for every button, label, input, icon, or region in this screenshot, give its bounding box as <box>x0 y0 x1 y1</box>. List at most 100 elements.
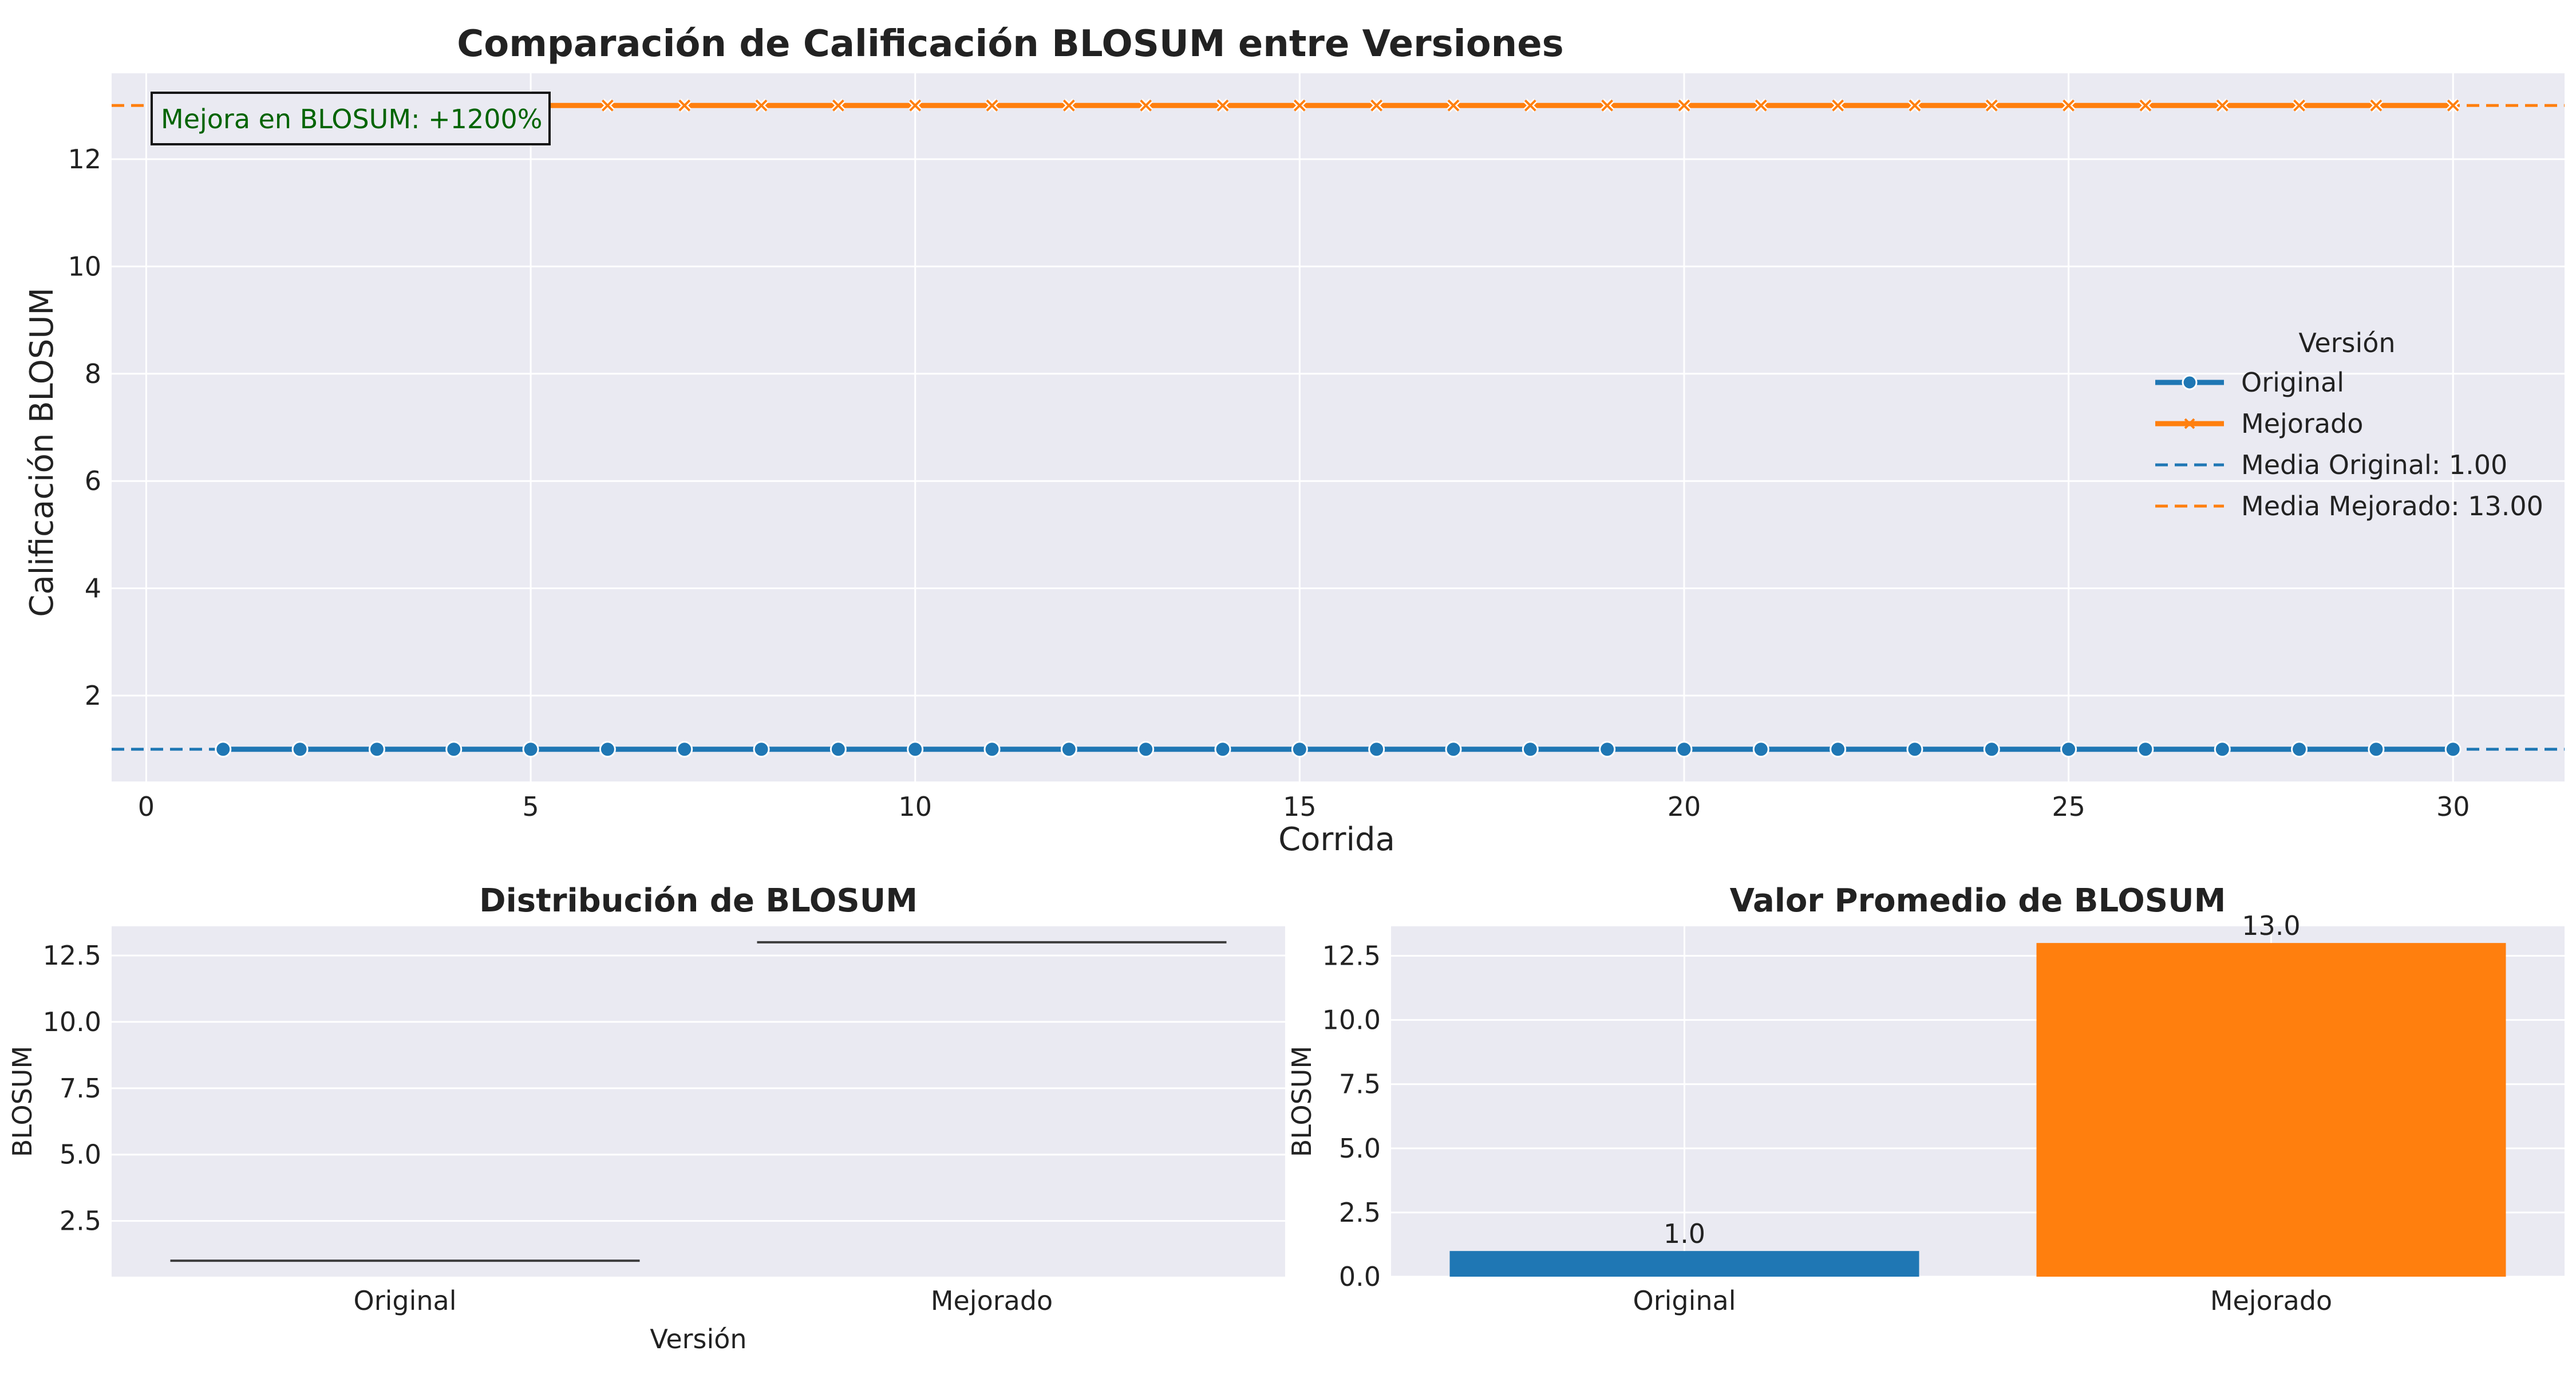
data-point-original <box>829 741 847 758</box>
marker-x-stroke <box>909 99 922 112</box>
line-chart: 0 5 10 15 20 25 30 2 4 6 8 10 12 Comparación de Cal… <box>23 23 2565 858</box>
y-tick-label: 0.0 <box>1339 1261 1381 1292</box>
y-tick-label: 5.0 <box>1339 1133 1381 1164</box>
legend-title: Versión <box>2298 327 2395 358</box>
x-tick-label: 10 <box>898 791 932 822</box>
bar-value-label: 1.0 <box>1664 1218 1705 1249</box>
line-chart-x-axis-label: Corrida <box>1278 821 1395 858</box>
bar-original <box>1449 1251 1919 1277</box>
marker-x-stroke <box>1909 99 1921 112</box>
marker-x-stroke <box>1140 99 1152 112</box>
marker-x-stroke <box>1293 99 1306 112</box>
y-tick-label: 2.5 <box>1339 1197 1381 1228</box>
data-point-original <box>599 741 616 758</box>
line-chart-title: Comparación de Calificación BLOSUM entre… <box>457 23 1563 65</box>
bar-value-label: 13.0 <box>2242 910 2300 941</box>
marker-x-stroke <box>2216 99 2229 112</box>
data-point-original <box>2060 741 2077 758</box>
data-point-mejorado <box>2292 98 2306 113</box>
box-chart-y-tick-labels: 2.5 5.0 7.5 10.0 12.5 <box>43 940 101 1237</box>
marker-x-stroke <box>1447 99 1460 112</box>
box-chart-y-axis-label: BLOSUM <box>7 1046 38 1157</box>
box-chart-plot-area <box>112 926 1285 1277</box>
marker-x-stroke <box>1985 99 1998 112</box>
marker-x-stroke <box>1524 99 1536 112</box>
data-point-original <box>1214 741 1231 758</box>
legend-entry-label: Media Original: 1.00 <box>2241 449 2507 480</box>
data-point-mejorado <box>985 98 999 113</box>
marker-x-stroke <box>1601 99 1614 112</box>
marker-x-stroke <box>1755 99 1767 112</box>
data-point-original <box>1291 741 1308 758</box>
legend-entry-label: Media Mejorado: 13.00 <box>2241 491 2543 522</box>
data-point-original <box>522 741 539 758</box>
data-point-original <box>907 741 924 758</box>
line-chart-legend: Versión Original Mejorado Media Original: … <box>2155 327 2543 522</box>
data-point-mejorado <box>600 98 615 113</box>
marker-x-stroke <box>2370 99 2383 112</box>
data-point-mejorado <box>1446 98 1461 113</box>
y-tick-label: 5.0 <box>60 1139 101 1170</box>
data-point-mejorado <box>2446 98 2460 113</box>
bar-chart-value-labels: 1.0 13.0 <box>1664 910 2301 1249</box>
marker-x-stroke <box>1062 99 1075 112</box>
y-tick-label: 10.0 <box>43 1006 101 1037</box>
bar-chart-y-axis-label: BLOSUM <box>1286 1046 1317 1157</box>
x-tick-label: 0 <box>138 791 155 822</box>
data-point-mejorado <box>754 98 769 113</box>
line-chart-y-tick-labels: 2 4 6 8 10 12 <box>68 144 101 711</box>
y-tick-label: 12 <box>68 144 101 175</box>
marker-x-stroke <box>2293 99 2305 112</box>
data-point-mejorado <box>831 98 846 113</box>
data-point-original <box>2214 741 2231 758</box>
marker-x-stroke <box>755 99 768 112</box>
data-point-mejorado <box>1523 98 1538 113</box>
improvement-annotation-text: Mejora en BLOSUM: +1200% <box>161 104 542 135</box>
x-tick-label: Original <box>353 1285 456 1316</box>
x-tick-label: Mejorado <box>2210 1285 2332 1316</box>
data-point-mejorado <box>1293 98 1307 113</box>
marker-x-stroke <box>1216 99 1229 112</box>
marker-x-stroke <box>832 99 844 112</box>
data-point-mejorado <box>2215 98 2230 113</box>
data-point-mejorado <box>1831 98 1845 113</box>
data-point-original <box>676 741 693 758</box>
x-tick-label: Mejorado <box>931 1285 1053 1316</box>
data-point-mejorado <box>2061 98 2076 113</box>
y-tick-label: 12.5 <box>1322 941 1381 972</box>
y-tick-label: 6 <box>85 465 101 496</box>
x-tick-label: Original <box>1633 1285 1736 1316</box>
data-point-original <box>445 741 463 758</box>
line-chart-y-axis-label: Calificación BLOSUM <box>23 287 61 617</box>
data-point-original <box>1599 741 1616 758</box>
line-chart-gridlines <box>112 73 2565 781</box>
data-point-mejorado <box>1600 98 1614 113</box>
improvement-annotation: Mejora en BLOSUM: +1200% <box>151 92 551 145</box>
bar-chart: 1.0 13.0 0.0 2.5 5.0 7.5 10.0 12.5 Original Mej… <box>1286 882 2565 1316</box>
y-tick-label: 12.5 <box>43 940 101 971</box>
bar-chart-title: Valor Promedio de BLOSUM <box>1730 882 2226 919</box>
y-tick-label: 8 <box>85 358 101 389</box>
data-point-mejorado <box>1369 98 1384 113</box>
data-point-mejorado <box>1062 98 1076 113</box>
y-tick-label: 4 <box>85 573 101 604</box>
marker-x-stroke <box>986 99 998 112</box>
x-tick-label: 20 <box>1668 791 1701 822</box>
marker-x-stroke <box>601 99 614 112</box>
bar-chart-bars <box>1449 943 2506 1277</box>
x-tick-label: 30 <box>2436 791 2470 822</box>
marker-x-stroke <box>1370 99 1383 112</box>
marker-x-stroke <box>2447 99 2459 112</box>
data-point-original <box>983 741 1001 758</box>
data-point-original <box>753 741 770 758</box>
data-point-original <box>1060 741 1077 758</box>
marker-x-stroke <box>678 99 691 112</box>
box-chart-gridlines <box>112 954 1285 1222</box>
y-tick-label: 2 <box>85 680 101 711</box>
box-chart-title: Distribución de BLOSUM <box>479 882 918 919</box>
data-point-original <box>2444 741 2462 758</box>
data-point-original <box>1676 741 1693 758</box>
data-point-original <box>1137 741 1155 758</box>
y-tick-label: 10.0 <box>1322 1005 1381 1036</box>
